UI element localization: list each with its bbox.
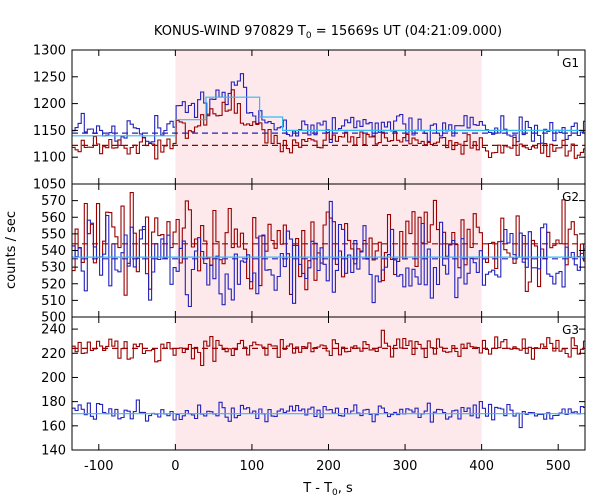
- highlight-interval: [175, 184, 482, 317]
- panel-label-g3: G3: [562, 323, 579, 337]
- x-axis-label-subscript: 0: [332, 488, 338, 498]
- y-tick-label: 1250: [33, 70, 66, 85]
- y-tick-label: 570: [41, 194, 66, 209]
- y-tick-label: 180: [41, 395, 66, 410]
- chart-title-subscript: 0: [306, 31, 312, 41]
- y-tick-label: 550: [41, 227, 66, 242]
- x-tick-label: 100: [240, 459, 265, 474]
- y-tick-label: 510: [41, 294, 66, 309]
- series-blue-g3: [72, 399, 585, 429]
- x-axis-label-rest: , s: [338, 481, 353, 496]
- chart-title: KONUS-WIND 970829 T0 = 15669s UT (04:21:…: [154, 24, 502, 41]
- y-tick-label: 1050: [33, 178, 66, 193]
- y-tick-label: 140: [41, 444, 66, 459]
- fit-line-cyan-solid: [72, 96, 585, 137]
- x-tick-label: 0: [171, 459, 179, 474]
- highlight-interval: [175, 50, 482, 184]
- y-tick-label: 160: [41, 419, 66, 434]
- x-tick-label: 200: [316, 459, 341, 474]
- y-tick-label: 560: [41, 211, 66, 226]
- series-red-g3: [72, 329, 585, 367]
- x-tick-label: 500: [546, 459, 571, 474]
- x-tick-label: -100: [84, 459, 114, 474]
- panel-label-g2: G2: [562, 190, 579, 204]
- x-axis-label-main: T - T: [302, 481, 332, 496]
- series-red-g1: [72, 89, 585, 160]
- panel-g1: 1050 1100 1150 1200 1250 1300 G1: [33, 44, 586, 193]
- panel-data: [72, 329, 585, 429]
- y-tick-label: 1100: [33, 151, 66, 166]
- chart-title-rest: = 15669s UT (04:21:09.000): [312, 24, 502, 39]
- panel-data: [72, 192, 585, 308]
- y-tick-label: 200: [41, 371, 66, 386]
- series-blue-g2: [72, 200, 585, 308]
- y-axis-label: counts / sec: [4, 211, 19, 289]
- chart-title-main: KONUS-WIND 970829 T: [154, 24, 306, 39]
- y-tick-label: 240: [41, 323, 66, 338]
- y-tick-label: 520: [41, 277, 66, 292]
- y-tick-label: 1150: [33, 124, 66, 139]
- x-tick-label: 400: [469, 459, 494, 474]
- y-tick-label: 540: [41, 244, 66, 259]
- x-tick-label: 300: [393, 459, 418, 474]
- panel-label-g1: G1: [562, 56, 579, 70]
- y-tick-label: 1200: [33, 97, 66, 112]
- highlight-interval: [175, 317, 482, 450]
- y-tick-label: 1300: [33, 44, 66, 59]
- y-tick-label: 530: [41, 261, 66, 276]
- y-tick-label: 500: [41, 311, 66, 326]
- panel-data: [72, 73, 585, 160]
- x-axis-label: T - T0, s: [302, 481, 353, 498]
- y-tick-label: 220: [41, 347, 66, 362]
- panel-g3: 140 160 180 200 220 240 G3: [41, 316, 586, 459]
